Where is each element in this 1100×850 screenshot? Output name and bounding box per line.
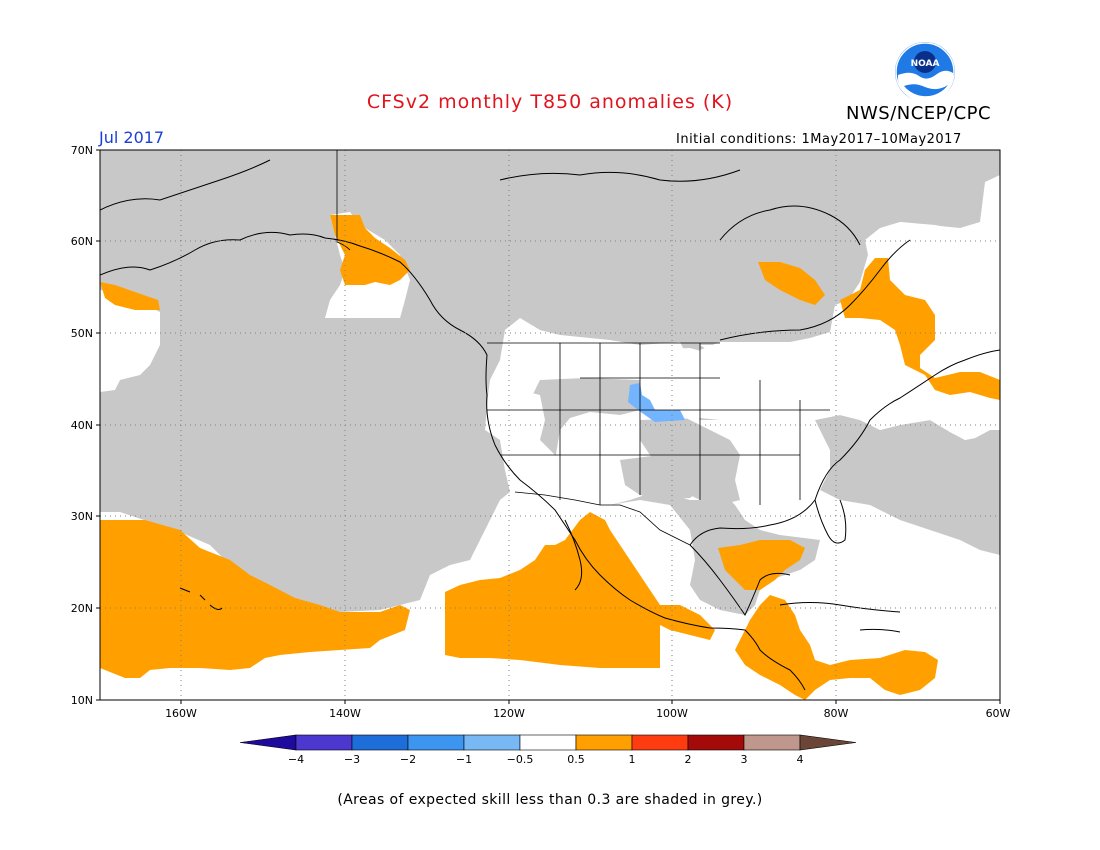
- agency-label: NWS/NCEP/CPC: [846, 103, 992, 124]
- lat-label: 40N: [71, 419, 93, 432]
- map-field: [100, 150, 1000, 700]
- colorbar-swatch: [575, 734, 633, 751]
- colorbar-label: 1: [629, 753, 636, 766]
- longitude-axis: 160W 140W 120W 100W 80W 60W: [165, 700, 1011, 720]
- colorbar-label: −2: [400, 753, 416, 766]
- lat-label: 70N: [71, 144, 93, 157]
- lat-label: 60N: [71, 235, 93, 248]
- skill-footnote: (Areas of expected skill less than 0.3 a…: [337, 792, 763, 808]
- colorbar-swatch: [407, 734, 465, 751]
- graticule: [100, 150, 1000, 700]
- lat-label: 30N: [71, 510, 93, 523]
- colorbar-label: 4: [797, 753, 804, 766]
- map-title: CFSv2 monthly T850 anomalies (K): [366, 91, 734, 113]
- colorbar-label: −1: [456, 753, 472, 766]
- colorbar-label: −4: [288, 753, 304, 766]
- colorbar-swatch: [519, 734, 577, 751]
- colorbar-swatch: [631, 734, 689, 751]
- colorbar-swatch: [295, 734, 353, 751]
- lon-label: 120W: [493, 707, 525, 720]
- political-borders: [336, 150, 830, 546]
- colorbar-arrow-low: [239, 734, 297, 751]
- noaa-logo: NOAA: [895, 42, 955, 103]
- lon-label: 60W: [986, 707, 1011, 720]
- forecast-month: Jul 2017: [99, 128, 165, 147]
- colorbar-label: −3: [344, 753, 360, 766]
- colorbar-arrow-high: [799, 734, 857, 751]
- colorbar-swatch: [463, 734, 521, 751]
- lat-label: 10N: [71, 694, 93, 707]
- colorbar-label: 3: [741, 753, 748, 766]
- lon-label: 140W: [329, 707, 361, 720]
- colorbar-swatch: [687, 734, 745, 751]
- coastlines: [100, 159, 1000, 691]
- colorbar: −4 −3 −2 −1 −0.5 0.5 1 2 3 4: [239, 734, 857, 766]
- cool-anomaly-regions: [628, 383, 685, 422]
- colorbar-label: −0.5: [507, 753, 534, 766]
- colorbar-label: 0.5: [567, 753, 585, 766]
- colorbar-label: 2: [685, 753, 692, 766]
- svg-text:NOAA: NOAA: [911, 59, 940, 69]
- lon-label: 80W: [824, 707, 849, 720]
- lon-label: 160W: [165, 707, 197, 720]
- latitude-axis: 70N 60N 50N 40N 30N 20N 10N: [71, 144, 100, 707]
- colorbar-swatch: [743, 734, 801, 751]
- initial-conditions: Initial conditions: 1May2017–10May2017: [676, 132, 962, 147]
- warm-anomaly-regions: [100, 215, 1000, 700]
- lon-label: 100W: [656, 707, 688, 720]
- colorbar-swatch: [351, 734, 409, 751]
- lat-label: 50N: [71, 327, 93, 340]
- lat-label: 20N: [71, 602, 93, 615]
